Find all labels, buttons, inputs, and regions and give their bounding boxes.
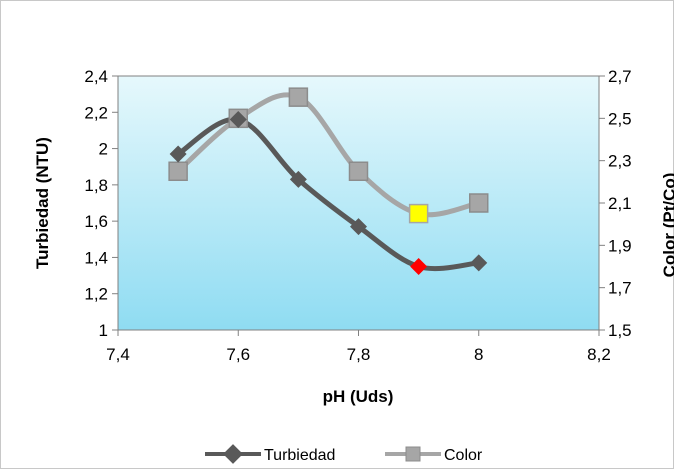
y2-tick-label: 1,7	[608, 279, 632, 298]
y2-tick-label: 1,9	[608, 236, 632, 255]
data-point-turbiedad	[229, 111, 247, 129]
data-point-color	[469, 193, 489, 213]
y2-tick-label: 1,5	[608, 321, 632, 340]
data-point-color	[288, 87, 309, 107]
data-point-turbiedad	[410, 258, 428, 275]
legend-label-turbiedad: Turbiedad	[264, 447, 335, 464]
legend-marker-turbiedad	[223, 444, 243, 464]
data-point-color	[408, 203, 429, 224]
y-tick-label: 1	[99, 321, 108, 340]
y-tick-label: 2,4	[84, 67, 108, 86]
y-tick-label: 2	[99, 140, 108, 159]
y-tick-label: 1,2	[84, 285, 108, 304]
y2-tick-label: 2,5	[608, 109, 632, 128]
x-tick-label: 8	[474, 345, 483, 364]
plot-area	[117, 75, 600, 331]
series-layer	[168, 87, 489, 275]
y2-tick-label: 2,7	[608, 67, 632, 86]
y-tick-label: 1,8	[84, 176, 108, 195]
x-tick-label: 8,2	[587, 345, 611, 364]
x-tick-label: 7,4	[106, 345, 130, 364]
axes: 7,4 7,6 7,8 8 8,2 1 1,2 1,4 1,6 1,8 2 2,2 2,4 1,5 1,7 1…	[84, 67, 631, 364]
legend-label-color: Color	[444, 447, 483, 464]
y-tick-label: 2,2	[84, 103, 108, 122]
y2-axis-title: Color (Pt/Co)	[660, 173, 674, 278]
y-tick-label: 1,6	[84, 212, 108, 231]
x-tick-label: 7,6	[226, 345, 250, 364]
legend-marker-color	[405, 446, 421, 462]
y-tick-label: 1,4	[84, 248, 108, 267]
x-axis-title: pH (Uds)	[323, 387, 394, 406]
y-axis-title: Turbiedad (NTU)	[33, 137, 52, 269]
data-point-color	[168, 161, 188, 181]
y2-tick-label: 2,3	[608, 152, 632, 171]
data-point-turbiedad	[350, 218, 367, 236]
data-point-turbiedad	[289, 170, 307, 188]
data-point-color	[348, 161, 369, 181]
data-point-turbiedad	[169, 145, 187, 163]
x-tick-label: 7,8	[347, 345, 371, 364]
legend: Turbiedad Color	[205, 444, 483, 464]
y2-tick-label: 2,1	[608, 194, 632, 213]
data-point-turbiedad	[470, 254, 488, 272]
